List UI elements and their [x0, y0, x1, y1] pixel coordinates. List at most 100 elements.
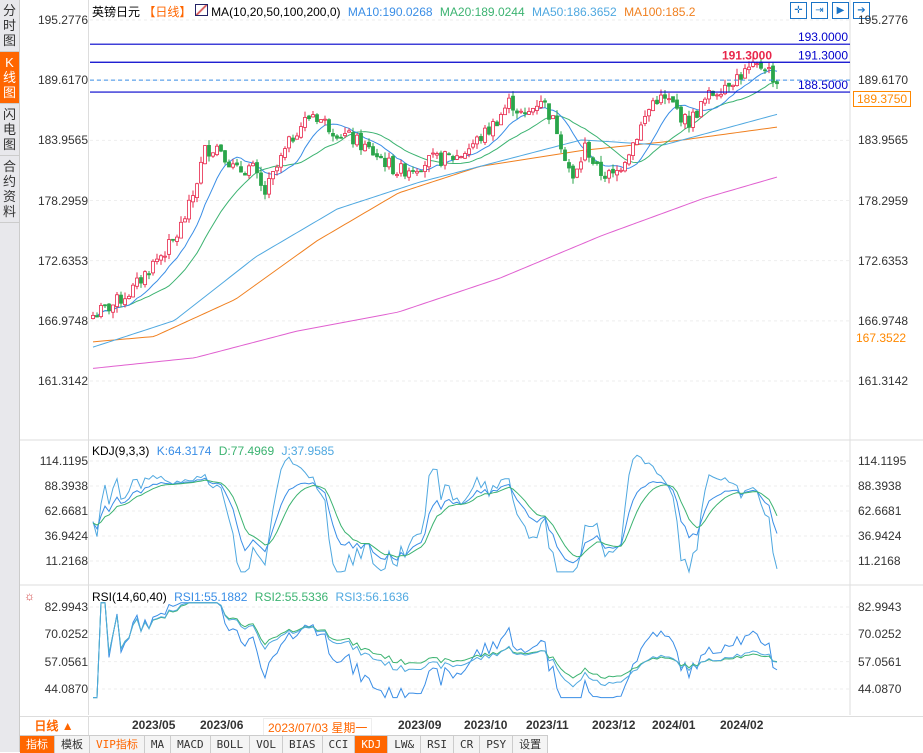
candle	[239, 166, 243, 173]
price-tick: 195.2776	[37, 13, 88, 27]
candle	[615, 170, 619, 176]
candle	[495, 121, 499, 127]
indicator-tab-psy[interactable]: PSY	[480, 736, 514, 753]
candle	[651, 100, 655, 112]
candle	[459, 156, 463, 159]
candle	[315, 114, 319, 122]
candle	[399, 163, 403, 174]
rsi-tick-right: 44.0870	[858, 682, 902, 696]
indicator-tab-vol[interactable]: VOL	[250, 736, 283, 753]
candle	[147, 273, 151, 276]
price-tick-right: 195.2776	[858, 13, 909, 27]
candle	[267, 178, 271, 195]
candle	[219, 144, 223, 152]
indicator-tab-设置[interactable]: 设置	[513, 736, 549, 753]
candle	[739, 74, 743, 80]
crosshair-icon[interactable]: ✛	[790, 2, 807, 19]
candle	[719, 93, 723, 97]
indicator-tabs: 指标 模板 VIP指标 MA MACD BOLL VOL BIAS CCI KDJ LW& RSI CR…	[20, 735, 549, 753]
candle	[243, 172, 247, 176]
main-header: 英镑日元 【日线】 MA(10,20,50,100,200,0) MA10:19…	[92, 3, 695, 20]
candle	[623, 162, 627, 172]
rsi-name[interactable]: RSI(14,60,40)	[92, 590, 167, 604]
candle	[259, 172, 263, 186]
move-right-icon[interactable]: ➔	[853, 2, 870, 19]
candle	[223, 150, 227, 163]
indicator-tab-bias[interactable]: BIAS	[283, 736, 323, 753]
candle	[503, 107, 507, 116]
last-price-tag: 189.3750	[853, 90, 912, 107]
indicator-tab-boll[interactable]: BOLL	[211, 736, 251, 753]
ma100-value: MA100:185.2	[624, 5, 696, 19]
candle	[643, 116, 647, 124]
candle	[551, 115, 555, 120]
candle	[203, 145, 207, 165]
play-icon[interactable]: ▶	[832, 2, 849, 19]
indicator-tab-cr[interactable]: CR	[454, 736, 481, 753]
kdj-tick-right: 88.3938	[858, 479, 902, 493]
indicator-tab-kdj[interactable]: KDJ	[355, 736, 389, 753]
rsi3-line	[93, 602, 778, 699]
side-tab-flash[interactable]: 闪电图	[0, 104, 19, 156]
candle	[707, 90, 711, 100]
candle	[579, 161, 583, 170]
indicator-tab-ma[interactable]: MA	[145, 736, 172, 753]
ma200-line	[92, 176, 778, 369]
ma20-value: MA20:189.0244	[439, 5, 525, 19]
indicator-tab-lw&[interactable]: LW&	[388, 736, 422, 753]
candle	[607, 170, 611, 179]
chart-canvas[interactable]: 193.0000 191.3000 188.5000 191.3000	[0, 0, 923, 735]
candle	[383, 157, 387, 168]
candle	[295, 135, 299, 140]
candle	[95, 315, 99, 318]
candle	[663, 94, 667, 99]
candle	[171, 238, 175, 241]
ma50-line	[92, 113, 778, 348]
candle	[143, 271, 147, 286]
side-tabs: 分时图 K线图 闪电图 合约资料	[0, 0, 20, 752]
candle	[611, 168, 615, 174]
candle	[451, 156, 455, 160]
candle	[207, 145, 211, 157]
candle	[699, 101, 703, 118]
indicator-tab-macd[interactable]: MACD	[171, 736, 211, 753]
candle	[271, 171, 275, 180]
candle	[395, 174, 399, 177]
time-label: 2023/06	[200, 718, 244, 732]
ma-label[interactable]: MA(10,20,50,100,200,0)	[211, 5, 341, 19]
indicator-tab-vip指标[interactable]: VIP指标	[90, 736, 145, 753]
rsi2-line	[93, 602, 778, 699]
ma20-line	[92, 80, 778, 317]
side-tab-kline[interactable]: K线图	[0, 52, 19, 104]
candle	[231, 163, 235, 168]
settings-sun-icon[interactable]: ☼	[24, 589, 35, 603]
side-tab-timeshare[interactable]: 分时图	[0, 0, 19, 52]
indicator-tab-指标[interactable]: 指标	[20, 736, 55, 753]
candle	[263, 185, 267, 195]
side-tab-contract-info[interactable]: 合约资料	[0, 156, 19, 223]
kdj-tick: 11.2168	[45, 554, 89, 568]
candle	[287, 136, 291, 149]
candle	[499, 114, 503, 126]
candle	[511, 95, 515, 111]
candle	[679, 106, 683, 123]
ma-icon[interactable]	[194, 4, 208, 16]
kdj-name[interactable]: KDJ(9,3,3)	[92, 444, 150, 458]
candle	[251, 162, 255, 167]
period-button[interactable]: 日线 ▲	[20, 717, 89, 735]
candle	[691, 111, 695, 128]
candle	[455, 155, 459, 160]
candle	[671, 96, 675, 103]
indicator-tab-rsi[interactable]: RSI	[421, 736, 454, 753]
candle	[279, 155, 283, 168]
zoom-range-icon[interactable]: ⇥	[811, 2, 828, 19]
indicator-tab-cci[interactable]: CCI	[323, 736, 356, 753]
kdj-j-line	[92, 454, 778, 574]
candle	[491, 121, 495, 137]
indicator-tab-模板[interactable]: 模板	[55, 736, 90, 753]
price-tick-right: 189.6170	[858, 73, 909, 88]
candle	[167, 239, 171, 255]
candle	[531, 107, 535, 113]
kdj-tick: 88.3938	[44, 479, 88, 493]
time-axis: 日线 ▲ 2023/07/03 星期一 2023/05 2023/06 2023/0…	[20, 716, 923, 737]
